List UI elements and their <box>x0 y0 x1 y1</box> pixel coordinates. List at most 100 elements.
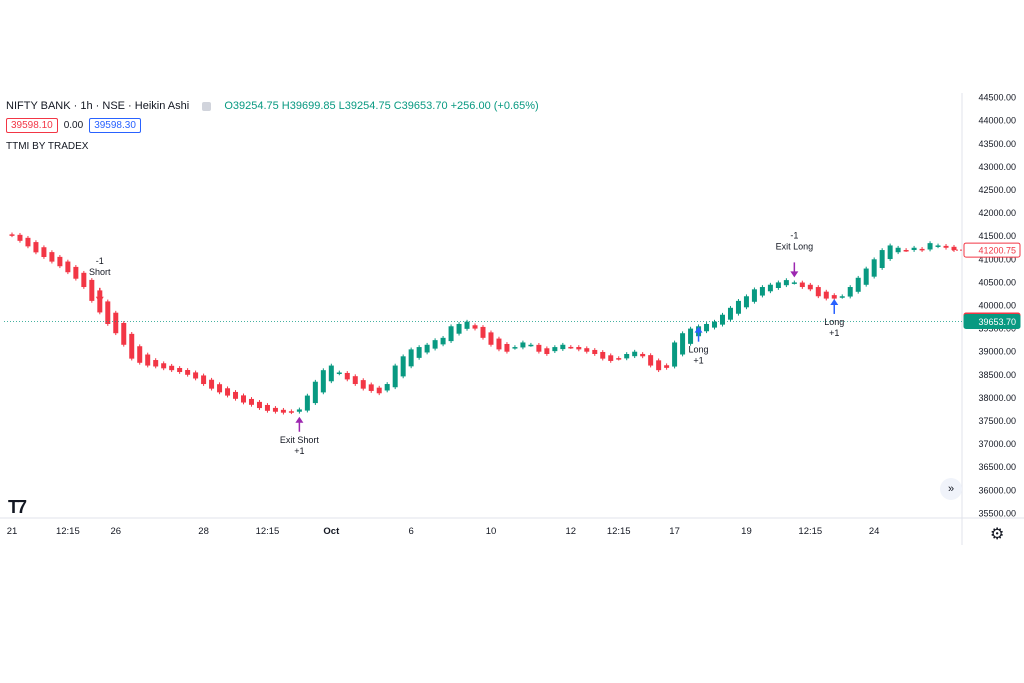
x-tick-label: 24 <box>869 526 880 537</box>
candle-body <box>161 363 167 369</box>
x-tick-label: Oct <box>323 526 340 537</box>
buy-price-box[interactable]: 39598.30 <box>89 118 141 133</box>
candle-body <box>233 391 239 399</box>
candle-body <box>624 354 630 359</box>
candle-body <box>25 237 31 247</box>
candle-body <box>448 326 454 342</box>
x-tick-label: 26 <box>110 526 121 537</box>
candle-body <box>680 333 686 355</box>
candle-body <box>344 372 350 380</box>
price-label-text: 39653.70 <box>978 317 1016 327</box>
signal-arrow-head <box>830 298 839 305</box>
candle-body <box>871 259 877 277</box>
candle-body <box>879 250 885 268</box>
candle-body <box>384 384 390 391</box>
candle-body <box>727 307 733 320</box>
candle-body <box>424 344 430 353</box>
candle-body <box>576 347 582 350</box>
y-tick-label: 43500.00 <box>978 139 1016 149</box>
candle-body <box>608 355 614 361</box>
candle-body <box>17 234 23 241</box>
candle-body <box>408 349 414 367</box>
candle-body <box>799 282 805 288</box>
bid-ask-row: 39598.10 0.00 39598.30 <box>6 118 141 133</box>
ohlc-values: O39254.75 H39699.85 L39254.75 C39653.70 … <box>224 100 539 112</box>
spread-value: 0.00 <box>63 120 84 131</box>
candle-body <box>951 246 957 251</box>
candle-body <box>688 328 694 344</box>
candle-body <box>89 279 95 301</box>
candle-body <box>656 360 662 371</box>
y-tick-label: 43000.00 <box>978 162 1016 172</box>
candle-body <box>73 266 79 279</box>
signal-label: +1 <box>693 356 703 366</box>
candle-body <box>272 407 278 412</box>
x-tick-label: 12 <box>566 526 577 537</box>
candle-body <box>943 245 949 248</box>
candle-body <box>895 247 901 253</box>
candle-body <box>288 411 294 413</box>
y-tick-label: 37000.00 <box>978 439 1016 449</box>
candle-body <box>831 295 837 299</box>
double-chevron-right-icon[interactable]: » <box>940 478 962 500</box>
tradingview-logo-icon[interactable]: T7 <box>8 497 27 517</box>
candle-body <box>336 372 342 374</box>
y-tick-label: 44500.00 <box>978 93 1016 103</box>
candle-body <box>217 384 223 393</box>
candle-body <box>919 248 925 251</box>
candle-body <box>456 323 462 334</box>
candle-body <box>113 312 119 334</box>
candle-body <box>209 379 215 389</box>
candle-body <box>847 287 853 297</box>
candle-body <box>328 365 334 382</box>
price-label-text: 41200.75 <box>978 246 1016 256</box>
candle-body <box>105 301 111 324</box>
candle-body <box>735 300 741 314</box>
candle-body <box>488 332 494 345</box>
x-tick-label: 12:15 <box>798 526 822 537</box>
candle-body <box>153 360 159 367</box>
candle-body <box>903 249 909 252</box>
y-tick-label: 44000.00 <box>978 116 1016 126</box>
x-tick-label: 6 <box>409 526 414 537</box>
candle-body <box>360 380 366 389</box>
gear-icon[interactable]: ⚙ <box>990 526 1005 543</box>
signal-label: -1 <box>790 230 798 240</box>
candle-body <box>201 375 207 385</box>
candle-body <box>815 287 821 297</box>
candle-body <box>592 349 598 355</box>
candle-body <box>632 351 638 357</box>
price-label-box <box>963 314 1021 330</box>
candle-body <box>177 367 183 373</box>
y-tick-label: 42000.00 <box>978 208 1016 218</box>
candle-body <box>935 245 941 247</box>
candle-body <box>41 247 47 257</box>
candle-body <box>528 344 534 347</box>
candle-body <box>296 409 302 412</box>
y-tick-label: 41500.00 <box>978 231 1016 241</box>
visibility-dot-icon[interactable] <box>202 101 212 111</box>
chart-area[interactable]: 44500.00 44000.00 43500.00 43000.00 42500.00… <box>0 93 1024 545</box>
y-tick-label: 38500.00 <box>978 370 1016 380</box>
candle-body <box>480 326 486 338</box>
candle-body <box>185 370 191 375</box>
symbol-title[interactable]: NIFTY BANK · 1h · NSE · Heikin Ashi <box>6 100 190 112</box>
candle-body <box>911 247 917 251</box>
candle-body <box>616 358 622 360</box>
indicator-label[interactable]: TTMI BY TRADEX <box>6 141 89 152</box>
candle-body <box>9 234 15 236</box>
candle-body <box>560 344 566 350</box>
candle-body <box>376 387 382 394</box>
y-tick-label: 41000.00 <box>978 254 1016 264</box>
candle-body <box>719 314 725 325</box>
candle-body <box>225 388 231 396</box>
sell-price-box[interactable]: 39598.10 <box>6 118 58 133</box>
candle-body <box>304 395 310 411</box>
candle-body <box>743 296 749 308</box>
candle-body <box>552 347 558 352</box>
x-tick-label: 28 <box>198 526 209 537</box>
candle-body <box>57 256 63 267</box>
price-chart[interactable]: 44500.00 44000.00 43500.00 43000.00 42500.00… <box>0 93 1024 545</box>
y-tick-label: 40000.00 <box>978 301 1016 311</box>
y-tick-label: 38000.00 <box>978 393 1016 403</box>
